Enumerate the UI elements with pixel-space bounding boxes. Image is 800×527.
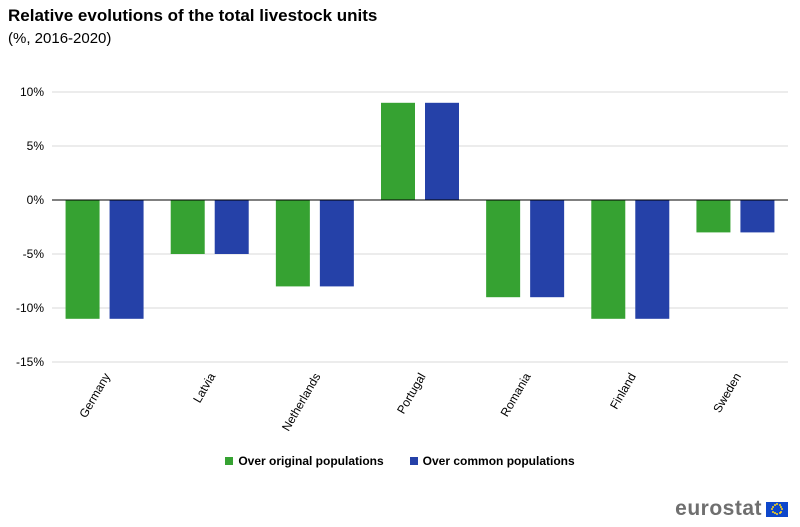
flag-star: [778, 512, 781, 515]
flag-star: [771, 508, 773, 510]
flag-star: [780, 505, 783, 508]
bar-common: [740, 200, 775, 233]
y-tick-label: 5%: [27, 139, 45, 153]
flag-star: [780, 510, 783, 513]
legend-label-original: Over original populations: [238, 454, 384, 468]
flag-star: [776, 513, 778, 515]
legend-item-common: Over common populations: [409, 454, 575, 468]
x-tick-label: Sweden: [710, 371, 744, 416]
eurostat-logo: eurostat: [675, 497, 788, 521]
x-tick-label: Romania: [498, 370, 534, 419]
bar-original: [275, 200, 310, 287]
x-tick-label: Finland: [607, 371, 639, 412]
x-tick-label: Latvia: [190, 370, 218, 405]
x-tick-label: Germany: [76, 371, 113, 421]
bar-original: [170, 200, 205, 254]
bar-common: [319, 200, 354, 287]
flag-star: [771, 510, 774, 513]
bar-original: [381, 102, 415, 200]
flag-star: [773, 512, 776, 515]
flag-star: [778, 503, 781, 506]
legend: Over original populations Over common po…: [0, 454, 800, 468]
legend-item-original: Over original populations: [225, 454, 384, 468]
y-tick-label: -15%: [16, 355, 44, 369]
eu-flag-icon: [766, 501, 788, 517]
y-tick-label: 10%: [20, 85, 44, 99]
legend-label-common: Over common populations: [422, 454, 575, 468]
bar-original: [591, 200, 626, 319]
legend-swatch-common: [409, 457, 418, 465]
x-tick-label: Portugal: [394, 371, 428, 417]
bar-chart: 10% 5% 0% -5% -10% -15% Germany Latvia Netherlan…: [16, 85, 788, 434]
logo-text: eurostat: [675, 497, 762, 520]
flag-star: [771, 505, 774, 508]
bar-original: [65, 200, 100, 319]
x-tick-label: Netherlands: [279, 371, 323, 434]
y-tick-label: 0%: [27, 193, 45, 207]
y-tick-label: -10%: [16, 301, 44, 315]
bar-original: [486, 200, 521, 298]
flag-star: [773, 503, 776, 506]
legend-swatch-original: [225, 457, 234, 465]
y-tick-label: -5%: [23, 247, 45, 261]
bar-common: [425, 102, 459, 200]
bar-common: [109, 200, 144, 319]
bar-common: [635, 200, 670, 319]
chart-subtitle: (%, 2016-2020): [8, 30, 112, 47]
chart-title: Relative evolutions of the total livesto…: [8, 6, 378, 25]
bar-original: [696, 200, 731, 233]
bar-common: [530, 200, 565, 298]
flag-star: [781, 508, 783, 510]
flag-star: [776, 503, 778, 505]
bar-common: [214, 200, 249, 254]
